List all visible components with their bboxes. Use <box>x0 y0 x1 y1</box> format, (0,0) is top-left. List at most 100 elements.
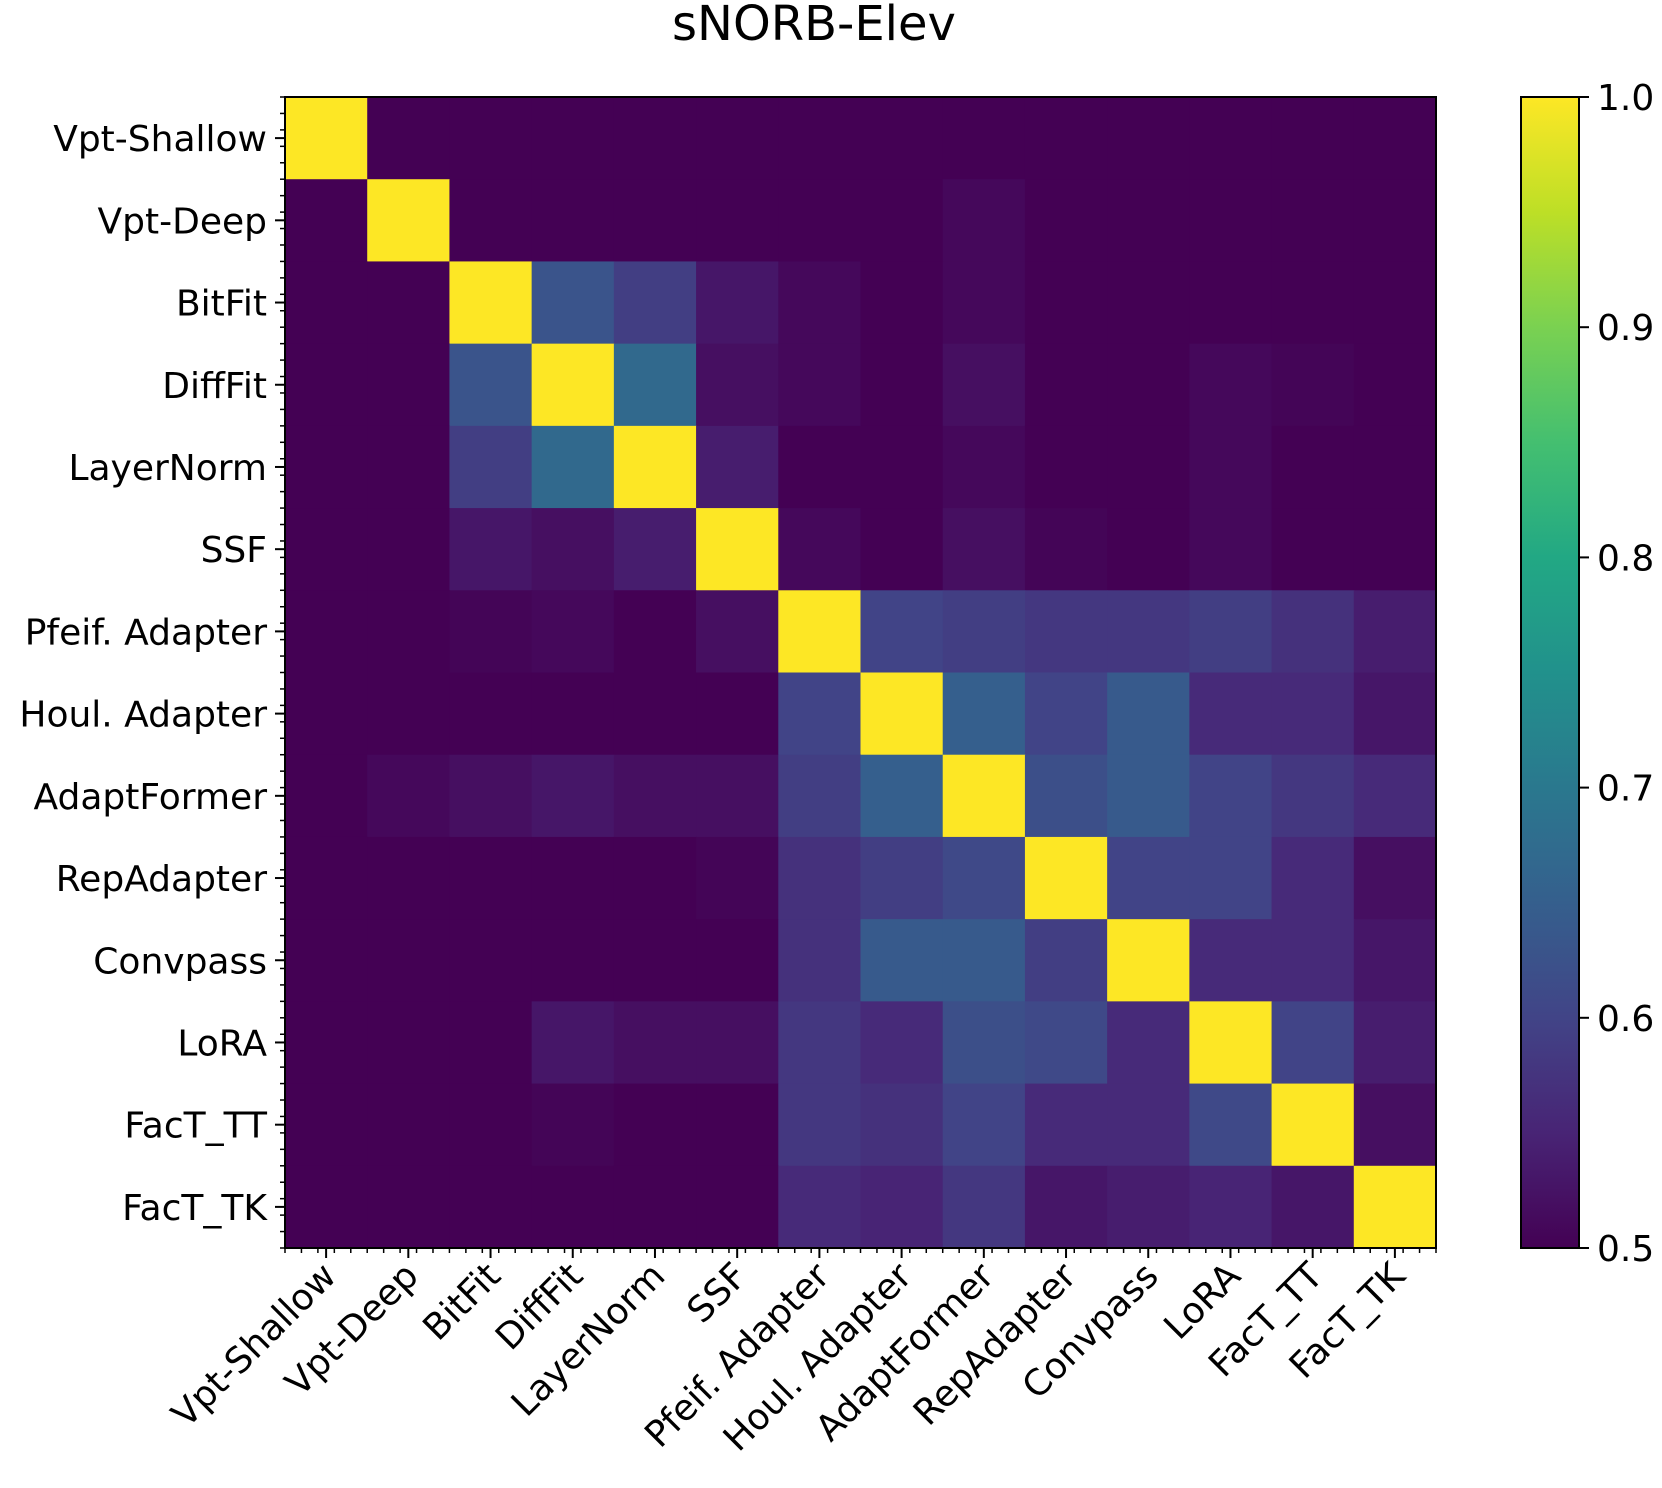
heatmap-cell <box>942 1083 1026 1167</box>
heatmap-cell <box>1107 836 1190 920</box>
heatmap-cell <box>1353 1083 1437 1167</box>
heatmap-cell <box>696 590 779 674</box>
heatmap-cell <box>1107 343 1190 427</box>
heatmap-cell <box>942 179 1026 263</box>
y-tick-label: Vpt-Shallow <box>53 119 267 160</box>
heatmap-cell <box>1107 919 1190 1002</box>
heatmap-cell <box>449 754 533 838</box>
heatmap-cell <box>778 343 862 427</box>
heatmap-cell <box>860 1001 944 1085</box>
colorbar-tick-label: 0.8 <box>1597 538 1654 579</box>
heatmap-cell <box>1353 179 1437 263</box>
heatmap-cell <box>613 836 697 920</box>
heatmap-cell <box>367 508 451 591</box>
heatmap-cell <box>860 836 944 920</box>
y-tick-label: LoRA <box>177 1023 267 1064</box>
heatmap-cell <box>1189 1083 1273 1167</box>
heatmap-cell <box>778 179 862 263</box>
heatmap-cell <box>367 672 451 756</box>
heatmap-cell <box>613 179 697 263</box>
colorbar-tick-label: 1.0 <box>1597 78 1654 119</box>
heatmap-cell <box>1024 261 1108 345</box>
heatmap-cell <box>1353 343 1437 427</box>
colorbar-tick-label: 0.9 <box>1597 308 1654 349</box>
heatmap-cell <box>285 1083 368 1167</box>
heatmap-cell <box>942 836 1026 920</box>
heatmap-cell <box>367 1001 451 1085</box>
y-tick-label: BitFit <box>176 284 267 325</box>
x-axis-minor-ticks <box>284 1248 1437 1253</box>
heatmap-cell <box>1107 754 1190 838</box>
y-tick-label: RepAdapter <box>56 859 267 900</box>
heatmap-cell <box>696 425 779 509</box>
heatmap-cell <box>531 97 615 180</box>
heatmap-cell <box>531 590 615 674</box>
heatmap-cell <box>613 1083 697 1167</box>
heatmap-cell <box>613 590 697 674</box>
y-tick-label: AdaptFormer <box>33 777 267 818</box>
y-tick-label: Vpt-Deep <box>98 201 267 242</box>
heatmap-cell <box>531 919 615 1002</box>
heatmap-cell <box>1271 508 1355 591</box>
heatmap-cell <box>1189 672 1273 756</box>
heatmap-cell <box>1189 508 1273 591</box>
heatmap-cell <box>367 179 451 263</box>
heatmap-cell <box>285 590 368 674</box>
heatmap-cell <box>285 754 368 838</box>
heatmap-cell <box>860 919 944 1002</box>
heatmap-cell <box>449 590 533 674</box>
heatmap-cell <box>613 919 697 1002</box>
heatmap-cell <box>449 97 533 180</box>
heatmap-cell <box>449 425 533 509</box>
heatmap-cell <box>1271 97 1355 180</box>
heatmap-cell <box>531 1083 615 1167</box>
heatmap-cell <box>1107 1165 1190 1249</box>
y-tick-label: DiffFit <box>162 366 267 407</box>
heatmap-cell <box>1024 754 1108 838</box>
heatmap-cell <box>285 1001 368 1085</box>
heatmap-cell <box>778 1001 862 1085</box>
heatmap-cell <box>860 508 944 591</box>
heatmap-cell <box>942 97 1026 180</box>
heatmap-cell <box>285 425 368 509</box>
heatmap-cell <box>860 1083 944 1167</box>
heatmap-cell <box>696 343 779 427</box>
heatmap-cell <box>449 1001 533 1085</box>
heatmap-cell <box>1024 508 1108 591</box>
heatmap-cell <box>531 261 615 345</box>
heatmap-cell <box>1353 1001 1437 1085</box>
heatmap-cell <box>1107 97 1190 180</box>
heatmap-cell <box>1353 836 1437 920</box>
heatmap-cell <box>860 754 944 838</box>
heatmap-cell <box>778 590 862 674</box>
y-tick-label: Houl. Adapter <box>19 695 267 736</box>
heatmap-cell <box>531 1001 615 1085</box>
y-tick-label: FacT_TK <box>122 1188 268 1229</box>
heatmap-cell <box>696 1001 779 1085</box>
y-tick-label: SSF <box>201 530 267 571</box>
heatmap-cell <box>613 508 697 591</box>
heatmap-cell <box>613 754 697 838</box>
heatmap-cell <box>1024 1001 1108 1085</box>
heatmap-cell <box>613 343 697 427</box>
heatmap-cell <box>531 672 615 756</box>
heatmap-cell <box>1271 179 1355 263</box>
heatmap-cell <box>531 343 615 427</box>
heatmap-cell <box>285 919 368 1002</box>
heatmap-cell <box>1107 179 1190 263</box>
heatmap-cell <box>1353 425 1437 509</box>
heatmap-cell <box>696 754 779 838</box>
heatmap-cell <box>778 508 862 591</box>
chart-title: sNORB-Elev <box>672 0 956 52</box>
heatmap-cell <box>449 672 533 756</box>
heatmap-cell <box>696 836 779 920</box>
heatmap-cell <box>531 1165 615 1249</box>
heatmap-cell <box>285 672 368 756</box>
heatmap-cell <box>1353 261 1437 345</box>
heatmap-cell <box>1024 179 1108 263</box>
heatmap-cell <box>1353 919 1437 1002</box>
heatmap-cell <box>613 261 697 345</box>
heatmap-cell <box>531 425 615 509</box>
y-tick-label: Pfeif. Adapter <box>25 612 267 653</box>
colorbar-axis: 0.5 0.6 0.7 0.8 0.9 1.0 <box>1579 78 1654 1270</box>
